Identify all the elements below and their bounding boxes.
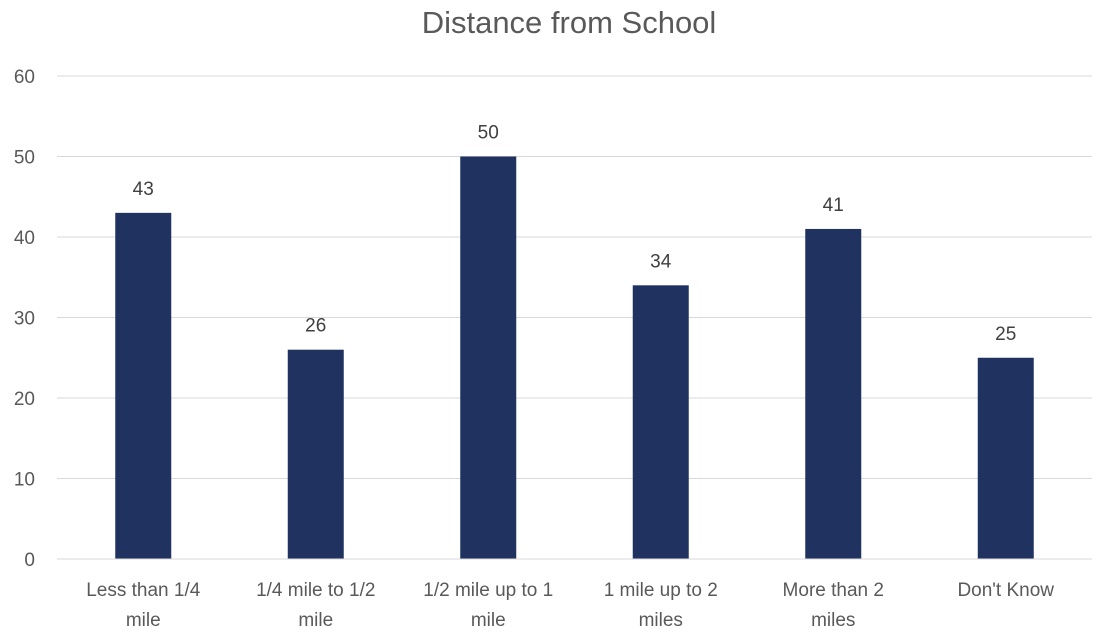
- x-tick-label: Don't Know: [957, 580, 1054, 601]
- x-tick-label: 1 mile up to 2 miles: [604, 580, 718, 631]
- data-label: 34: [650, 251, 672, 272]
- x-tick-label: 1/4 mile to 1/2 mile: [256, 580, 375, 631]
- bar: [977, 357, 1034, 559]
- y-tick-label: 0: [24, 550, 35, 571]
- data-label: 43: [133, 179, 154, 200]
- y-tick-label: 30: [14, 309, 35, 330]
- y-tick-label: 40: [14, 228, 35, 249]
- y-tick-label: 10: [14, 470, 35, 491]
- data-label: 50: [478, 123, 499, 144]
- bar: [287, 349, 344, 559]
- data-label: 26: [305, 316, 326, 337]
- x-tick-label: 1/2 mile up to 1 mile: [423, 580, 553, 631]
- bars: [115, 156, 1034, 559]
- x-tick-label: Less than 1/4 mile: [86, 580, 201, 631]
- bar: [805, 228, 862, 559]
- gridlines: [57, 75, 1092, 479]
- bar: [632, 285, 689, 559]
- x-tick-label: More than 2 miles: [783, 580, 884, 631]
- y-tick-label: 60: [14, 67, 35, 88]
- x-axis: Less than 1/4 mile 1/4 mile to 1/2 mile 1/2 …: [57, 558, 1092, 631]
- y-axis: 0 10 20 30 40 50 60: [14, 67, 35, 571]
- data-label: 25: [995, 324, 1016, 345]
- y-tick-label: 50: [14, 148, 35, 169]
- bar: [460, 156, 517, 559]
- y-tick-label: 20: [14, 389, 35, 410]
- data-labels: 43 26 50 34 41 25: [133, 123, 1017, 345]
- chart-title: Distance from School: [422, 5, 717, 40]
- bar: [115, 212, 172, 559]
- data-label: 41: [823, 195, 844, 216]
